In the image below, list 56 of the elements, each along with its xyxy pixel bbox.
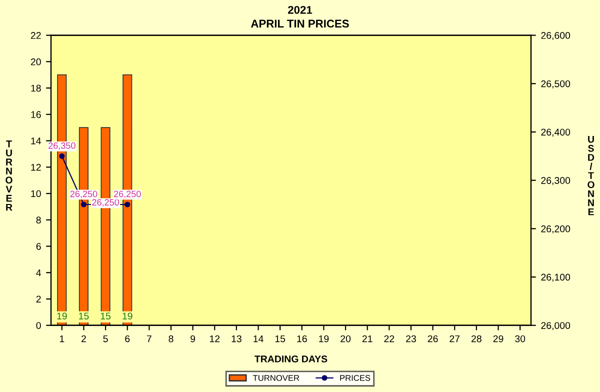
y2-tick-label: 26,000 <box>541 322 570 330</box>
y2-tick-label: 26,300 <box>541 177 570 186</box>
y2-tick-label: 26,400 <box>541 128 570 137</box>
x-tick-label: 21 <box>362 335 372 342</box>
y-tick-label: 10 <box>31 190 41 198</box>
data-label: 15 <box>100 312 111 320</box>
y2-tick-label: 26,500 <box>541 80 570 88</box>
y-tick-label: 22 <box>30 32 41 39</box>
x-tick-label: 5 <box>103 335 108 342</box>
x-tick-label: 29 <box>493 335 504 342</box>
x-tick-label: 19 <box>319 335 329 342</box>
y-tick-label: 2 <box>36 296 41 303</box>
x-tick-label: 2 <box>82 335 86 342</box>
chart-subtitle: APRIL TIN PRICES <box>250 20 349 28</box>
y-tick-label: 4 <box>36 269 41 276</box>
x-tick-label: 12 <box>210 335 220 342</box>
x-tick-label: 28 <box>472 335 482 342</box>
x-tick-label: 8 <box>168 335 174 342</box>
text: USD / TONNE <box>588 136 594 216</box>
y-tick-label: 0 <box>36 322 41 329</box>
x-tick-label: 22 <box>384 335 394 342</box>
y2-tick-label: 26,100 <box>541 274 570 282</box>
legend-label: PRICES <box>340 374 370 381</box>
data-label: 26,250 <box>92 199 119 207</box>
x-tick-label: 23 <box>406 335 416 342</box>
y-tick-label: 14 <box>31 138 41 144</box>
y-axis-title: TURNOVER <box>6 140 12 211</box>
x-tick-label: 20 <box>340 335 351 342</box>
y-tick-label: 16 <box>31 111 41 118</box>
x-tick-label: 1 <box>60 335 64 342</box>
y-tick-label: 20 <box>30 58 41 66</box>
x-tick-label: 26 <box>428 335 438 342</box>
x-tick-label: 13 <box>232 335 242 342</box>
x-tick-label: 9 <box>190 335 196 342</box>
x-tick-label: 30 <box>515 335 526 342</box>
data-label: 26,250 <box>114 190 141 198</box>
data-label: 19 <box>122 312 132 320</box>
data-label: 15 <box>79 312 89 320</box>
data-label: 19 <box>57 312 67 320</box>
y-tick-label: 8 <box>36 216 41 224</box>
y-tick-label: 12 <box>31 164 41 171</box>
y2-tick-label: 26,200 <box>541 225 570 234</box>
x-tick-label: 14 <box>254 335 264 342</box>
chart-title: 2021 <box>288 6 312 14</box>
y-tick-label: 18 <box>31 84 41 92</box>
x-tick-label: 7 <box>146 335 152 342</box>
x-tick-label: 6 <box>125 335 130 342</box>
data-label: 26,250 <box>70 190 98 198</box>
x-axis-title: TRADING DAYS <box>254 356 328 362</box>
x-tick-label: 15 <box>275 335 286 342</box>
legend-label: TURNOVER <box>252 374 300 381</box>
y2-tick-label: 26,600 <box>541 32 570 40</box>
y-tick-label: 6 <box>36 242 41 250</box>
data-label: 26,350 <box>48 142 76 150</box>
x-tick-label: 27 <box>450 335 460 342</box>
x-tick-label: 16 <box>297 335 307 342</box>
